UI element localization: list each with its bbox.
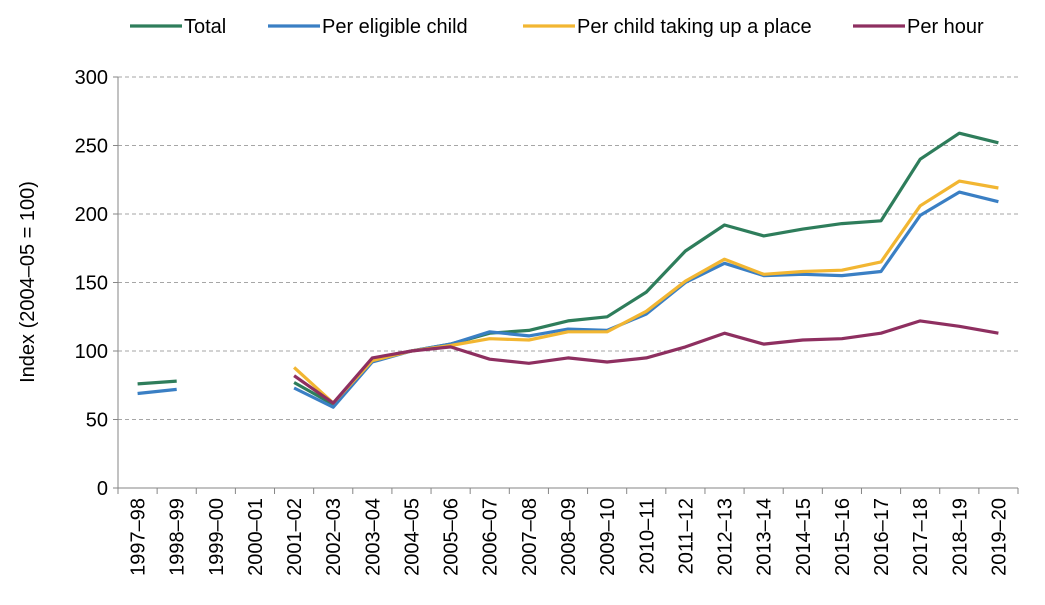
x-tick-label: 2011–12 <box>675 498 697 574</box>
y-tick-label: 50 <box>86 410 108 432</box>
x-tick-label: 2005–06 <box>441 498 463 576</box>
x-tick-label: 1999–00 <box>206 498 228 576</box>
x-tick-label: 2014–15 <box>793 498 815 576</box>
legend: Total Per eligible child Per child taking … <box>130 16 984 38</box>
x-tick-label: 2009–10 <box>597 498 619 576</box>
legend-label: Per child taking up a place <box>577 16 812 38</box>
y-tick-label: 150 <box>75 273 108 295</box>
x-tick-label: 2018–19 <box>949 498 971 576</box>
y-tick-label: 250 <box>75 136 108 158</box>
x-axis: 1997–98 1998–99 1999–00 2000–01 2001–02 2002–… <box>117 487 1019 576</box>
x-tick-label: 1997–98 <box>128 498 150 576</box>
x-tick-label: 2012–13 <box>715 498 737 576</box>
y-tick-label: 300 <box>75 67 108 89</box>
legend-label: Per eligible child <box>322 16 468 38</box>
y-tick-label: 200 <box>75 204 108 226</box>
legend-label: Per hour <box>907 16 984 38</box>
series-line <box>293 131 999 406</box>
x-tick-label: 2007–08 <box>519 498 541 576</box>
x-tick-label: 1998–99 <box>167 498 189 576</box>
series-line <box>293 319 999 405</box>
x-tick-label: 2017–18 <box>910 498 932 576</box>
y-tick-label: 0 <box>97 478 108 500</box>
series-line <box>137 387 177 396</box>
x-tick-label: 2008–09 <box>558 498 580 576</box>
x-tick-label: 2004–05 <box>401 498 423 576</box>
series-per-hour <box>293 319 999 405</box>
gridlines <box>118 76 1018 420</box>
series-line <box>293 190 999 409</box>
series-total <box>137 131 999 406</box>
y-axis-title: Index (2004–05 = 100) <box>17 181 39 383</box>
x-tick-label: 2010–11 <box>636 498 658 574</box>
x-tick-label: 2003–04 <box>362 498 384 576</box>
legend-label: Total <box>184 16 226 38</box>
x-tick-label: 2006–07 <box>480 498 502 576</box>
x-tick-label: 2016–17 <box>871 498 893 576</box>
x-tick-label: 2002–03 <box>323 498 345 576</box>
x-tick-label: 2019–20 <box>988 498 1010 576</box>
series-line <box>137 379 177 386</box>
plot-area <box>137 131 999 409</box>
y-tick-label: 100 <box>75 341 108 363</box>
y-axis: 0 50 100 150 200 250 300 <box>75 67 119 500</box>
x-tick-label: 2000–01 <box>245 498 267 576</box>
x-tick-label: 2013–14 <box>754 498 776 576</box>
x-tick-label: 2015–16 <box>832 498 854 576</box>
series-per-eligible-child <box>137 190 999 409</box>
x-tick-label: 2001–02 <box>284 498 306 576</box>
